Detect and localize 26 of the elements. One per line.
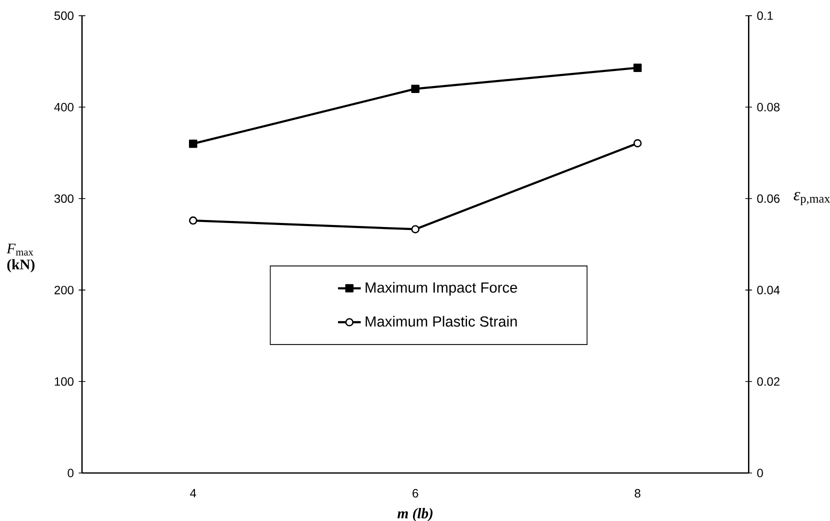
point bbox=[411, 84, 420, 93]
y2-tick-label: 0.06 bbox=[757, 194, 780, 203]
point bbox=[633, 64, 642, 72]
x-tick-label: 4 bbox=[190, 489, 196, 498]
y-tick-label: 500 bbox=[54, 11, 74, 20]
x-tick-label: 8 bbox=[634, 489, 640, 498]
y-axis-title: F$_{max}$ (kN) bbox=[6, 244, 34, 272]
y-tick-label: 400 bbox=[54, 102, 74, 112]
point bbox=[411, 225, 420, 234]
y-tick-label: 0 bbox=[68, 468, 74, 478]
legend-label: Maximum Plastic Strain bbox=[366, 316, 517, 327]
x-tick-label: 6 bbox=[412, 489, 418, 498]
point bbox=[188, 140, 198, 148]
y2-tick-label: 0.02 bbox=[757, 377, 780, 386]
y-tick-label: 300 bbox=[54, 194, 74, 203]
x-axis-title: m (lb) bbox=[397, 508, 433, 521]
y2-tick-label: 0 bbox=[757, 468, 763, 478]
y-tick-label: 200 bbox=[54, 286, 74, 294]
y2-tick-label: 0.04 bbox=[757, 286, 780, 294]
y2-tick-label: 0.1 bbox=[757, 11, 773, 20]
y2-axis-title: ε$_{p,max}$ bbox=[794, 192, 830, 206]
legend-label: Maximum Impact Force bbox=[366, 282, 518, 296]
point bbox=[188, 216, 198, 225]
y-tick-label: 100 bbox=[54, 377, 74, 386]
point bbox=[633, 139, 642, 148]
y2-tick-label: 0.08 bbox=[757, 102, 780, 112]
